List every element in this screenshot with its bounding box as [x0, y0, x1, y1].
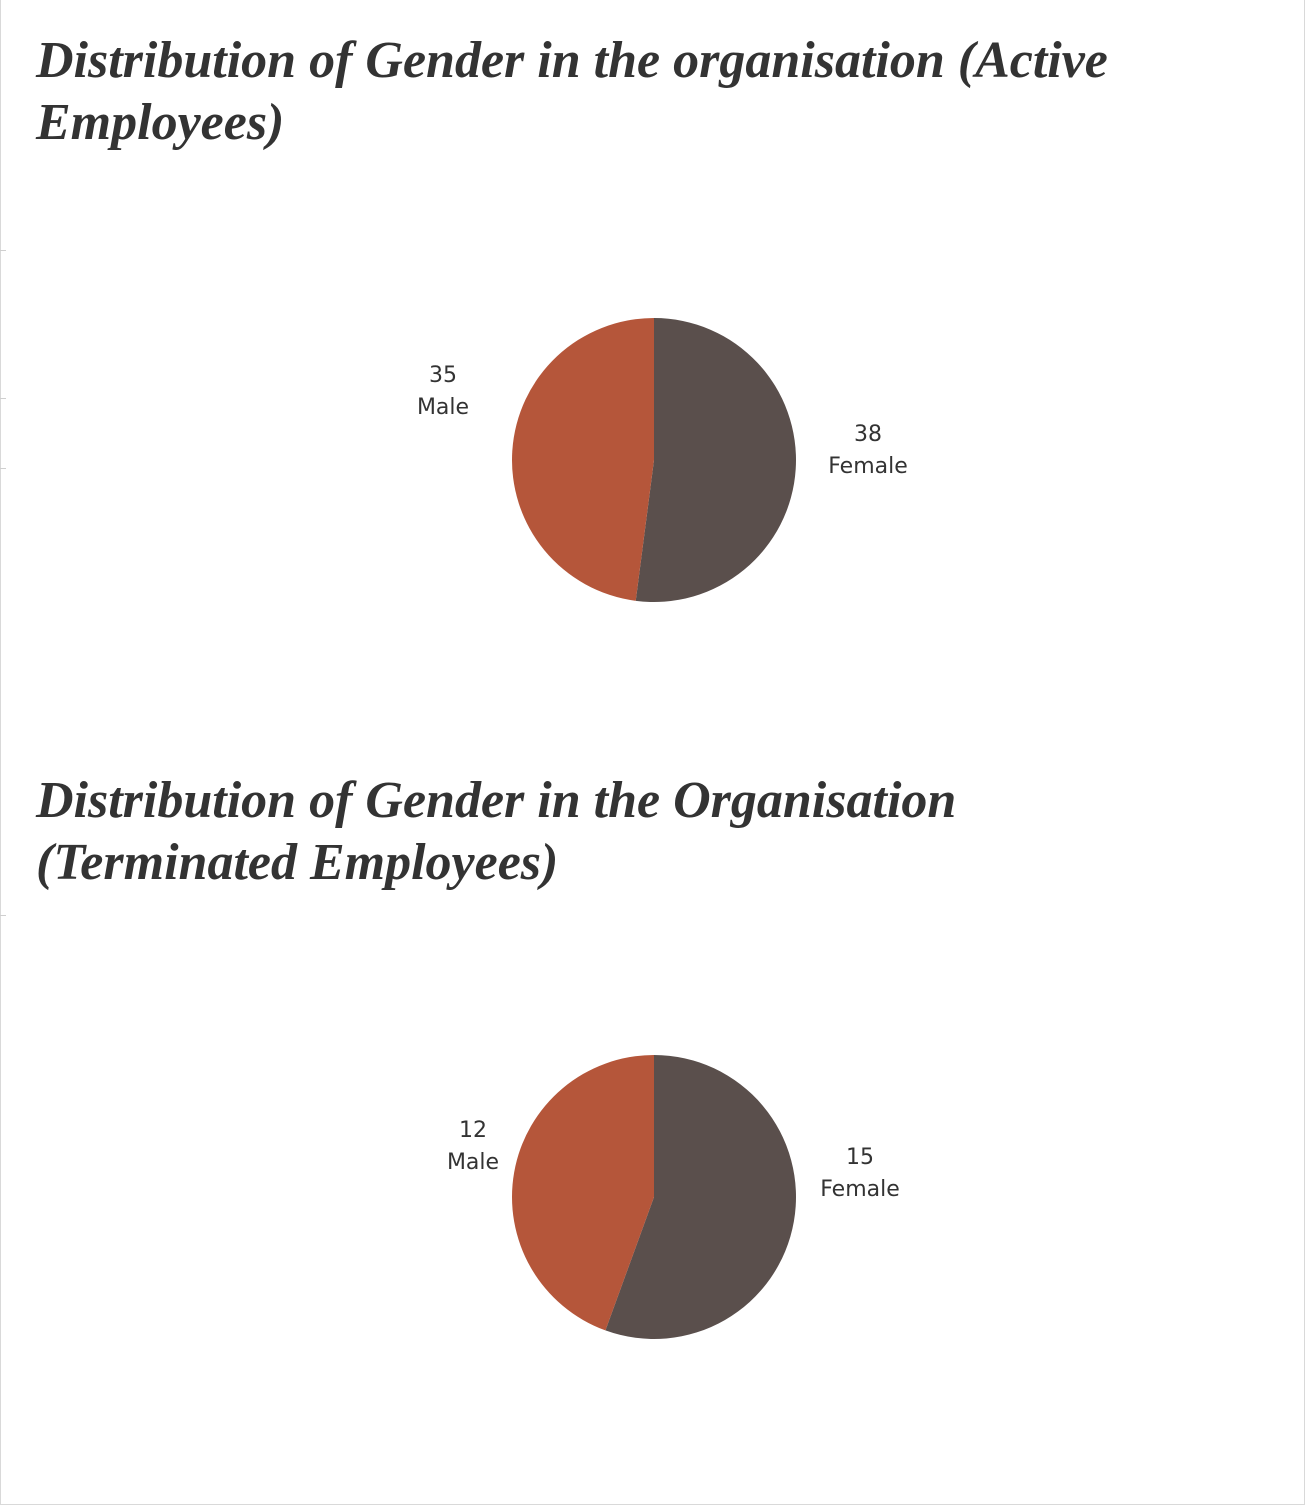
pie-slice-female: [605, 1055, 796, 1339]
pie-slice-male: [512, 318, 654, 601]
frame-tick: [0, 398, 6, 399]
data-label-category: Female: [820, 1177, 900, 1202]
pie-slice-male: [511, 1055, 654, 1331]
chart-title: Distribution of Gender in the organisati…: [36, 32, 1108, 151]
data-label-value: 12: [459, 1118, 487, 1143]
data-label-value: 35: [429, 363, 457, 388]
data-label-female: 38 Female: [828, 422, 908, 479]
data-label-category: Male: [417, 395, 469, 420]
data-label-value: 15: [846, 1145, 874, 1170]
frame-left-border: [0, 0, 1, 1505]
data-label-male: 35 Male: [417, 363, 469, 420]
pie-slice-female: [635, 318, 797, 602]
frame-tick: [0, 915, 6, 916]
data-label-category: Male: [447, 1150, 499, 1175]
chart-title: Distribution of Gender in the Organisati…: [36, 772, 957, 891]
data-label-female: 15 Female: [820, 1145, 900, 1202]
data-label-category: Female: [828, 454, 908, 479]
frame-tick: [0, 468, 6, 469]
pie-chart-active: 38 Female 35 Male: [417, 318, 908, 602]
data-label-value: 38: [854, 422, 882, 447]
data-label-male: 12 Male: [447, 1118, 499, 1175]
frame-tick: [0, 250, 6, 251]
